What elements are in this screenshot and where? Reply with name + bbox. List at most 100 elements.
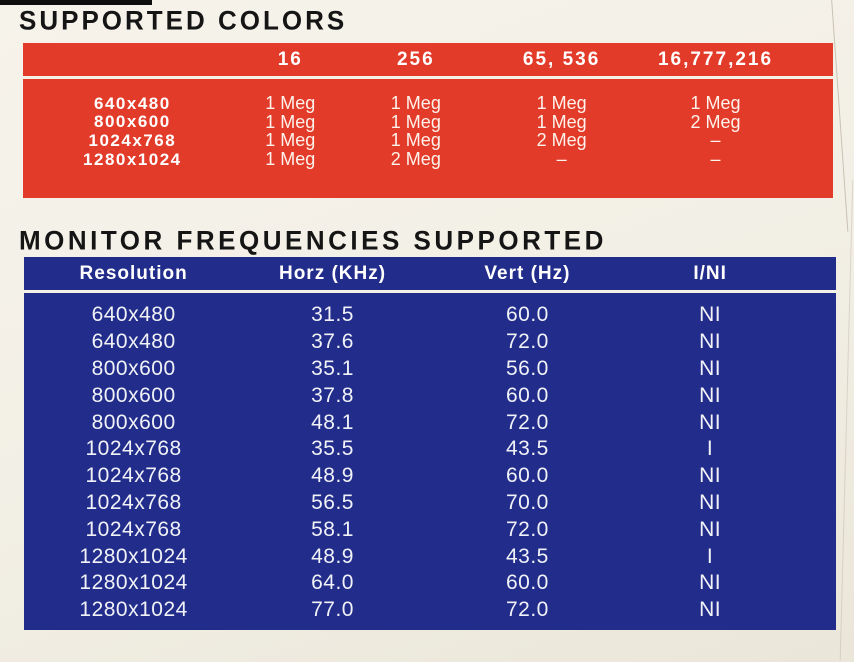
resolution-value: 800x600 [91,410,176,434]
supported-colors-title: SUPPORTED COLORS [19,4,348,36]
interlace-value: NI [699,464,722,488]
table-row: 640x480 37.6 72.0 NI [24,329,836,356]
freq-header-ini: I/NI [693,262,727,284]
supported-colors-table: 16 256 65, 536 16,777,216 640x480 1 Meg … [23,43,833,198]
resolution-label: 1280x1024 [83,149,182,169]
interlace-value: I [706,437,714,461]
header-separator-line [23,76,833,79]
horz-khz-value: 56.5 [311,490,354,514]
frequencies-header-row: Resolution Horz (KHz) Vert (Hz) I/NI [24,257,836,290]
memory-value: 1 Meg [265,111,316,132]
table-row: 1280x1024 48.9 43.5 I [24,543,836,570]
memory-value: 1 Meg [265,93,316,113]
scan-edge-artifact [0,0,152,5]
interlace-value: NI [699,303,722,327]
memory-value: 2 Meg [690,111,741,132]
resolution-label: 640x480 [94,93,171,113]
memory-value: 1 Meg [265,130,316,151]
vert-hz-value: 60.0 [505,303,549,327]
table-row: 640x480 1 Meg 1 Meg 1 Meg 1 Meg [23,93,833,113]
resolution-value: 640x480 [91,330,176,354]
scan-crease-artifact [830,0,849,232]
horz-khz-value: 58.1 [311,517,354,541]
colors-header-16: 16 [277,48,303,70]
vert-hz-value: 43.5 [505,544,549,568]
resolution-label: 800x600 [94,112,171,132]
table-row: 1280x1024 77.0 72.0 NI [24,597,836,624]
horz-khz-value: 48.9 [311,464,354,488]
vert-hz-value: 60.0 [505,464,549,488]
scan-crease-artifact [839,180,854,660]
horz-khz-value: 48.1 [311,410,354,434]
table-row: 800x600 1 Meg 1 Meg 1 Meg 2 Meg [23,111,833,132]
interlace-value: NI [699,410,722,434]
memory-value: 2 Meg [536,130,587,151]
vert-hz-value: 72.0 [505,598,549,622]
resolution-value: 800x600 [91,356,176,380]
header-separator-line [24,290,836,293]
memory-value: 2 Meg [390,149,441,170]
horz-khz-value: 37.8 [311,383,354,407]
interlace-value: NI [699,517,722,541]
interlace-value: I [706,544,714,568]
horz-khz-value: 48.9 [311,544,354,568]
colors-header-16m: 16,777,216 [657,48,774,70]
horz-khz-value: 77.0 [311,598,354,622]
resolution-value: 1024x768 [85,490,182,514]
vert-hz-value: 60.0 [505,383,549,407]
memory-value: 1 Meg [390,111,441,132]
memory-value: – [710,149,721,170]
memory-value: – [710,130,721,151]
horz-khz-value: 35.5 [311,437,354,461]
table-row: 1024x768 58.1 72.0 NI [24,516,836,543]
resolution-label: 1024x768 [88,130,177,150]
resolution-value: 1280x1024 [79,544,188,568]
resolution-value: 640x480 [91,303,176,327]
vert-hz-value: 70.0 [505,490,549,514]
colors-table-body: 640x480 1 Meg 1 Meg 1 Meg 1 Meg 800x600 … [23,79,833,170]
table-row: 800x600 48.1 72.0 NI [24,409,836,436]
memory-value: 1 Meg [536,111,587,132]
table-row: 1024x768 35.5 43.5 I [24,436,836,463]
vert-hz-value: 72.0 [505,517,549,541]
vert-hz-value: 43.5 [505,437,549,461]
table-row: 1280x1024 64.0 60.0 NI [24,570,836,597]
horz-khz-value: 64.0 [311,571,354,595]
monitor-frequencies-title: MONITOR FREQUENCIES SUPPORTED [19,224,607,256]
interlace-value: NI [699,598,722,622]
colors-header-256: 256 [396,48,435,70]
resolution-value: 1280x1024 [79,598,188,622]
interlace-value: NI [699,356,722,380]
memory-value: – [556,149,567,170]
freq-header-horz: Horz (KHz) [278,262,387,284]
monitor-frequencies-table: Resolution Horz (KHz) Vert (Hz) I/NI 640… [24,257,836,630]
resolution-value: 1024x768 [85,464,182,488]
freq-header-vert: Vert (Hz) [484,262,571,284]
interlace-value: NI [699,383,722,407]
colors-header-row: 16 256 65, 536 16,777,216 [23,43,833,76]
horz-khz-value: 37.6 [311,330,354,354]
memory-value: 1 Meg [536,93,587,113]
memory-value: 1 Meg [390,130,441,151]
resolution-value: 800x600 [91,383,176,407]
vert-hz-value: 56.0 [505,356,549,380]
horz-khz-value: 35.1 [311,356,354,380]
freq-header-resolution: Resolution [79,262,188,284]
table-row: 1024x768 48.9 60.0 NI [24,463,836,490]
horz-khz-value: 31.5 [311,303,354,327]
memory-value: 1 Meg [690,93,741,113]
resolution-value: 1024x768 [85,517,182,541]
resolution-value: 1024x768 [85,437,182,461]
vert-hz-value: 72.0 [505,330,549,354]
resolution-value: 1280x1024 [79,571,188,595]
memory-value: 1 Meg [265,149,316,170]
interlace-value: NI [699,571,722,595]
memory-value: 1 Meg [390,93,441,113]
table-row: 800x600 37.8 60.0 NI [24,382,836,409]
vert-hz-value: 60.0 [505,571,549,595]
colors-header-65536: 65, 536 [522,48,601,70]
interlace-value: NI [699,490,722,514]
table-row: 1024x768 56.5 70.0 NI [24,490,836,517]
table-row: 1280x1024 1 Meg 2 Meg – – [23,149,833,170]
